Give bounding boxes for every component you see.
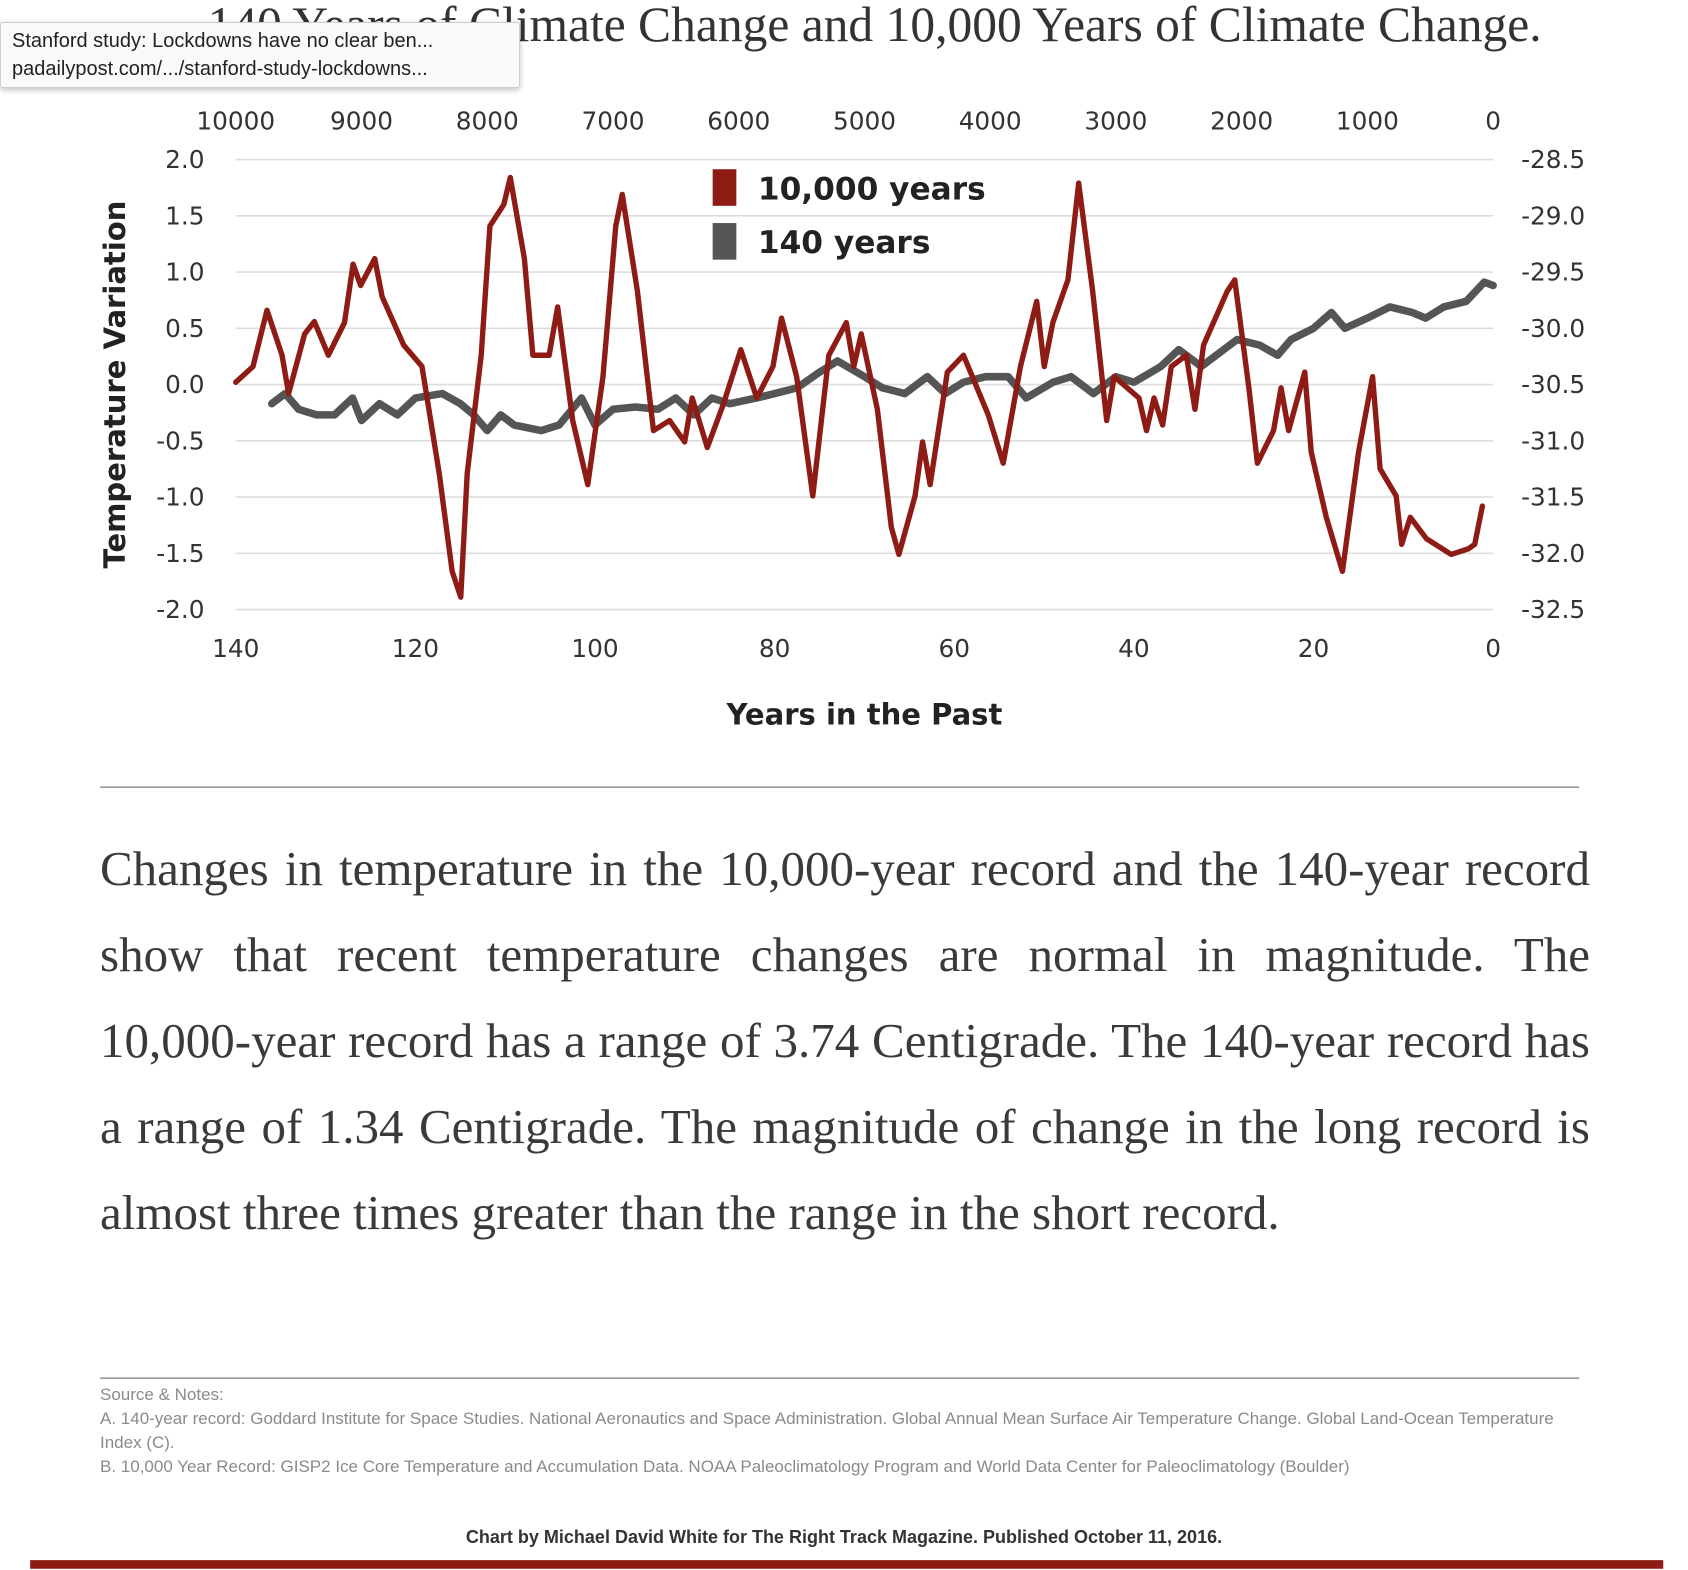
- y2-tick-label: -31.5: [1521, 483, 1585, 512]
- y-tick-label: -0.5: [156, 426, 204, 455]
- x2-tick-label: 7000: [581, 106, 644, 135]
- x-tick-label: 0: [1485, 634, 1501, 663]
- y2-tick-label: -31.0: [1521, 426, 1585, 455]
- note: A. 140-year record: Goddard Institute fo…: [100, 1409, 1554, 1452]
- x2-tick-label: 5000: [833, 106, 896, 135]
- x2-tick-label: 4000: [959, 106, 1022, 135]
- series-line: [267, 278, 1497, 435]
- y2-tick-label: -32.0: [1521, 539, 1585, 568]
- tooltip-title: Stanford study: Lockdowns have no clear …: [12, 30, 434, 52]
- y-axis-label: Temperature Variation: [98, 201, 132, 569]
- y2-tick-label: -30.5: [1521, 370, 1585, 399]
- x-tick-label: 60: [939, 634, 971, 663]
- x2-tick-label: 9000: [330, 106, 393, 135]
- x-tick-label: 140: [212, 634, 259, 663]
- x-tick-label: 100: [571, 634, 618, 663]
- x2-tick-label: 6000: [707, 106, 770, 135]
- x2-tick-label: 10000: [196, 106, 275, 135]
- y-tick-label: 2.0: [165, 145, 204, 174]
- y-tick-label: -1.5: [156, 539, 204, 568]
- y-tick-label: -1.0: [156, 483, 204, 512]
- x2-tick-label: 8000: [456, 106, 519, 135]
- note: B. 10,000 Year Record: GISP2 Ice Core Te…: [100, 1457, 1350, 1476]
- x-tick-label: 20: [1298, 634, 1330, 663]
- legend-swatch: [712, 169, 737, 206]
- x-tick-label: 40: [1118, 634, 1150, 663]
- y-tick-label: 0.0: [165, 370, 204, 399]
- y2-tick-label: -28.5: [1521, 145, 1585, 174]
- y2-tick-label: -29.5: [1521, 258, 1585, 287]
- y2-tick-label: -32.5: [1521, 595, 1585, 624]
- legend-label: 10,000 years: [758, 171, 986, 207]
- legend-swatch: [712, 223, 737, 260]
- y-tick-label: 1.5: [165, 201, 204, 230]
- legend-label: 140 years: [758, 225, 931, 261]
- y-tick-label: -2.0: [156, 595, 204, 624]
- y-tick-label: 1.0: [165, 258, 204, 287]
- x-axis-label: Years in the Past: [726, 698, 1003, 732]
- notes-heading: Source & Notes:: [100, 1385, 224, 1404]
- x2-tick-label: 2000: [1210, 106, 1273, 135]
- notes: Source & Notes: A. 140-year record: Godd…: [100, 1383, 1582, 1479]
- x2-tick-label: 3000: [1084, 106, 1147, 135]
- link-tooltip: Stanford study: Lockdowns have no clear …: [0, 22, 520, 88]
- y-tick-label: 0.5: [165, 314, 204, 343]
- x-tick-label: 120: [392, 634, 439, 663]
- credit: Chart by Michael David White for The Rig…: [465, 1527, 1223, 1547]
- y2-tick-label: -29.0: [1521, 201, 1585, 230]
- x2-tick-label: 0: [1485, 106, 1501, 135]
- paragraph: Changes in temperature in the 10,000-yea…: [100, 841, 1590, 1240]
- x2-tick-label: 1000: [1336, 106, 1399, 135]
- x-tick-label: 80: [759, 634, 791, 663]
- tooltip-url: padailypost.com/.../stanford-study-lockd…: [12, 58, 428, 80]
- y2-tick-label: -30.0: [1521, 314, 1585, 343]
- series-line: [233, 174, 1486, 600]
